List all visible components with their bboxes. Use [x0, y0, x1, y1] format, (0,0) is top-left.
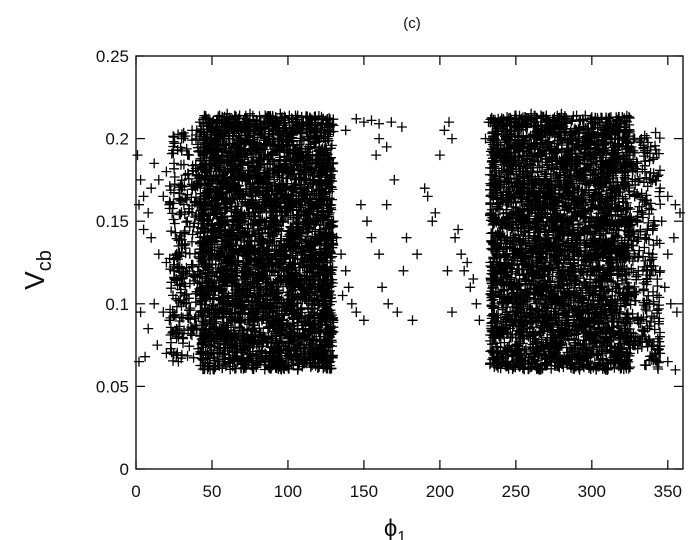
chart-title: (c) — [403, 15, 421, 32]
data-points — [132, 108, 685, 375]
